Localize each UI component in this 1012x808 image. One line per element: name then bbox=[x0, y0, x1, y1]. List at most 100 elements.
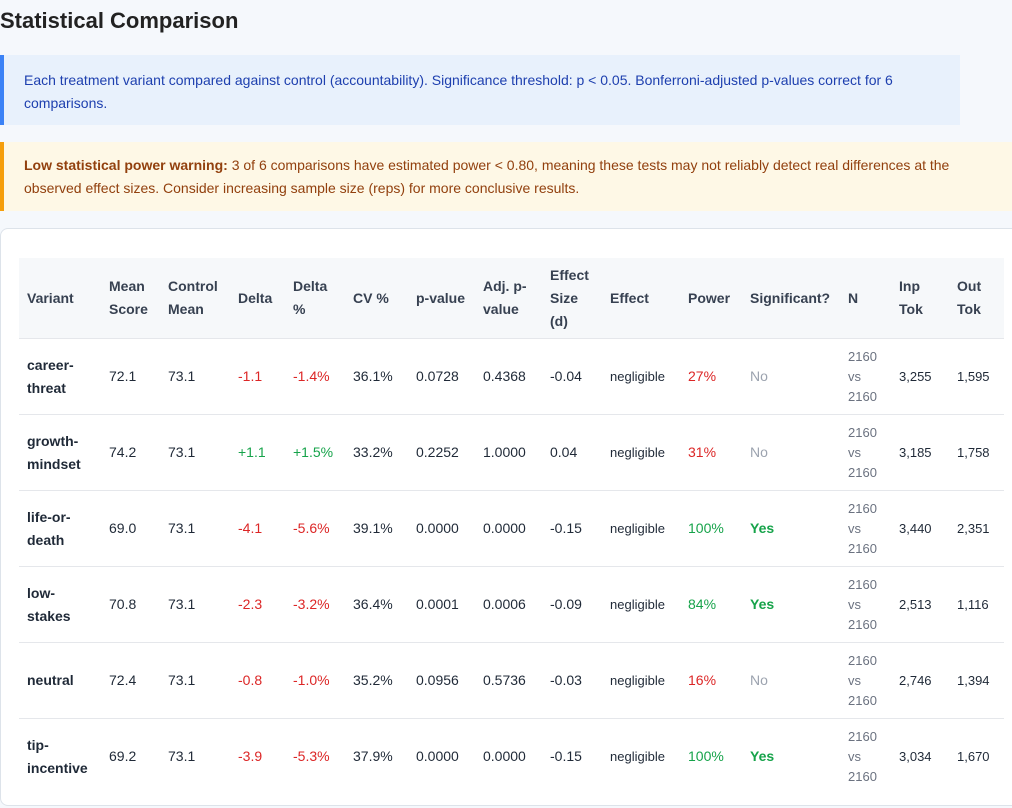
table-row: growth-mindset 74.2 73.1 +1.1 +1.5% 33.2% 0.22… bbox=[19, 414, 1004, 491]
table-cell: 0.2252 bbox=[408, 414, 475, 491]
table-cell: 0.0000 bbox=[475, 490, 542, 567]
info-box: Each treatment variant compared against … bbox=[0, 55, 960, 125]
info-text: Each treatment variant compared against … bbox=[24, 72, 893, 111]
table-cell: No bbox=[742, 642, 840, 719]
table-cell: 0.5736 bbox=[475, 642, 542, 719]
table-cell: neutral bbox=[19, 642, 101, 719]
column-header: Inp Tok bbox=[891, 258, 949, 339]
column-header: Out Tok bbox=[949, 258, 1004, 339]
table-cell: -0.8 bbox=[230, 642, 285, 719]
table-cell: 33.2% bbox=[345, 414, 408, 491]
column-header: Variant bbox=[19, 258, 101, 339]
table-cell: -1.4% bbox=[285, 338, 345, 415]
table-cell: 1.0000 bbox=[475, 414, 542, 491]
table-cell: -3.9 bbox=[230, 718, 285, 794]
table-cell: 37.9% bbox=[345, 718, 408, 794]
table-cell: 2160 vs 2160 bbox=[840, 718, 891, 794]
stats-table: Variant Mean Score Control Mean Delta Delta … bbox=[19, 258, 1004, 794]
column-header: Power bbox=[680, 258, 742, 339]
table-body: career-threat 72.1 73.1 -1.1 -1.4% 36.1% 0.072… bbox=[19, 338, 1004, 794]
table-row: tip-incentive 69.2 73.1 -3.9 -5.3% 37.9% 0.000… bbox=[19, 718, 1004, 794]
table-cell: 69.0 bbox=[101, 490, 160, 567]
table-cell: 2,746 bbox=[891, 642, 949, 719]
table-cell: 27% bbox=[680, 338, 742, 415]
table-cell: 73.1 bbox=[160, 490, 230, 567]
table-cell: 1,595 bbox=[949, 338, 1004, 415]
table-cell: 3,034 bbox=[891, 718, 949, 794]
table-cell: 0.4368 bbox=[475, 338, 542, 415]
column-header: p-value bbox=[408, 258, 475, 339]
column-header: Effect bbox=[602, 258, 680, 339]
warning-title: Low statistical power warning: bbox=[24, 157, 228, 173]
table-cell: tip-incentive bbox=[19, 718, 101, 794]
table-row: life-or-death 69.0 73.1 -4.1 -5.6% 39.1% 0.000… bbox=[19, 490, 1004, 567]
table-cell: 0.0001 bbox=[408, 566, 475, 643]
table-cell: 74.2 bbox=[101, 414, 160, 491]
table-cell: 73.1 bbox=[160, 642, 230, 719]
table-cell: negligible bbox=[602, 414, 680, 491]
table-cell: 16% bbox=[680, 642, 742, 719]
table-cell: 0.0000 bbox=[408, 718, 475, 794]
table-cell: Yes bbox=[742, 490, 840, 567]
table-cell: 1,670 bbox=[949, 718, 1004, 794]
warning-box: Low statistical power warning: 3 of 6 co… bbox=[0, 142, 1012, 211]
table-cell: 39.1% bbox=[345, 490, 408, 567]
table-cell: Yes bbox=[742, 566, 840, 643]
column-header: Delta bbox=[230, 258, 285, 339]
table-cell: growth-mindset bbox=[19, 414, 101, 491]
table-cell: 0.0956 bbox=[408, 642, 475, 719]
table-cell: 36.4% bbox=[345, 566, 408, 643]
table-cell: 36.1% bbox=[345, 338, 408, 415]
table-cell: negligible bbox=[602, 338, 680, 415]
table-cell: 72.4 bbox=[101, 642, 160, 719]
table-cell: life-or-death bbox=[19, 490, 101, 567]
table-cell: -0.15 bbox=[542, 718, 602, 794]
table-cell: 0.0000 bbox=[408, 490, 475, 567]
warning-text: 3 of 6 comparisons have estimated power … bbox=[24, 157, 950, 196]
table-cell: 3,255 bbox=[891, 338, 949, 415]
table-cell: -5.6% bbox=[285, 490, 345, 567]
table-cell: 31% bbox=[680, 414, 742, 491]
header-row: Variant Mean Score Control Mean Delta Delta … bbox=[19, 258, 1004, 339]
table-cell: Yes bbox=[742, 718, 840, 794]
table-cell: -5.3% bbox=[285, 718, 345, 794]
table-cell: 2160 vs 2160 bbox=[840, 490, 891, 567]
table-cell: -0.15 bbox=[542, 490, 602, 567]
table-cell: negligible bbox=[602, 566, 680, 643]
table-cell: -1.0% bbox=[285, 642, 345, 719]
table-cell: 84% bbox=[680, 566, 742, 643]
column-header: CV % bbox=[345, 258, 408, 339]
table-cell: -0.04 bbox=[542, 338, 602, 415]
table-cell: No bbox=[742, 414, 840, 491]
table-cell: 73.1 bbox=[160, 718, 230, 794]
table-cell: 0.0006 bbox=[475, 566, 542, 643]
table-cell: career-threat bbox=[19, 338, 101, 415]
table-cell: 2160 vs 2160 bbox=[840, 414, 891, 491]
table-cell: 100% bbox=[680, 490, 742, 567]
column-header: Adj. p-value bbox=[475, 258, 542, 339]
table-cell: 2160 vs 2160 bbox=[840, 566, 891, 643]
table-cell: -1.1 bbox=[230, 338, 285, 415]
table-cell: negligible bbox=[602, 718, 680, 794]
table-cell: 1,116 bbox=[949, 566, 1004, 643]
column-header: Significant? bbox=[742, 258, 840, 339]
table-cell: 1,758 bbox=[949, 414, 1004, 491]
table-cell: 2,513 bbox=[891, 566, 949, 643]
table-cell: negligible bbox=[602, 642, 680, 719]
table-cell: 0.0000 bbox=[475, 718, 542, 794]
table-cell: 3,440 bbox=[891, 490, 949, 567]
table-row: career-threat 72.1 73.1 -1.1 -1.4% 36.1% 0.072… bbox=[19, 338, 1004, 415]
table-cell: 2160 vs 2160 bbox=[840, 338, 891, 415]
page-title: Statistical Comparison bbox=[0, 8, 239, 33]
column-header: N bbox=[840, 258, 891, 339]
table-cell: No bbox=[742, 338, 840, 415]
table-cell: low-stakes bbox=[19, 566, 101, 643]
table-cell: 2,351 bbox=[949, 490, 1004, 567]
column-header: Delta % bbox=[285, 258, 345, 339]
table-cell: 0.04 bbox=[542, 414, 602, 491]
table-cell: 100% bbox=[680, 718, 742, 794]
table-cell: 73.1 bbox=[160, 566, 230, 643]
column-header: Mean Score bbox=[101, 258, 160, 339]
table-cell: +1.1 bbox=[230, 414, 285, 491]
